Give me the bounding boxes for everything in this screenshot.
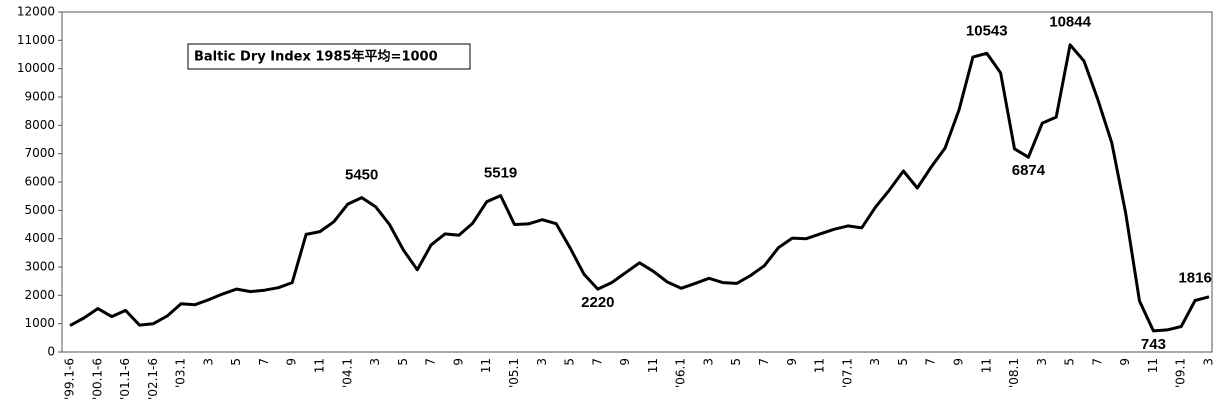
x-tick-label: 9 xyxy=(285,358,299,366)
y-tick-label: 1000 xyxy=(24,316,55,330)
x-tick-label: '00.1-6 xyxy=(90,358,104,400)
x-tick-label: 11 xyxy=(1146,358,1160,373)
y-tick-label: 10000 xyxy=(17,61,55,75)
x-tick-label: 3 xyxy=(1035,358,1049,366)
x-tick-label: 9 xyxy=(785,358,799,366)
x-tick-label: '04.1 xyxy=(340,358,354,388)
y-tick-label: 9000 xyxy=(24,90,55,104)
y-tick-label: 0 xyxy=(47,345,55,359)
x-tick-label: 3 xyxy=(701,358,715,366)
x-tick-label: 11 xyxy=(979,358,993,373)
data-label: 5450 xyxy=(345,167,378,184)
x-tick-label: 3 xyxy=(1202,358,1216,366)
x-tick-label: 9 xyxy=(1118,358,1132,366)
y-tick-label: 8000 xyxy=(24,118,55,132)
data-label: 2220 xyxy=(581,294,614,311)
x-tick-label: '01.1-6 xyxy=(118,358,132,400)
y-tick-label: 6000 xyxy=(24,175,55,189)
chart-title: Baltic Dry Index 1985年平均=1000 xyxy=(194,49,438,65)
x-tick-label: 3 xyxy=(201,358,215,366)
x-tick-label: 5 xyxy=(396,358,410,366)
data-label: 10844 xyxy=(1049,14,1091,31)
x-tick-label: 3 xyxy=(368,358,382,366)
x-tick-label: '99.1-6 xyxy=(63,358,77,400)
x-tick-label: '07.1 xyxy=(840,358,854,388)
x-tick-label: 7 xyxy=(257,358,271,366)
x-tick-label: '08.1 xyxy=(1007,358,1021,388)
x-tick-label: 11 xyxy=(479,358,493,373)
x-tick-label: '02.1-6 xyxy=(146,358,160,400)
x-tick-label: 7 xyxy=(590,358,604,366)
title-box xyxy=(187,43,471,70)
y-tick-label: 7000 xyxy=(24,146,55,160)
y-tick-label: 3000 xyxy=(24,260,55,274)
x-tick-label: 9 xyxy=(451,358,465,366)
x-tick-label: 7 xyxy=(424,358,438,366)
x-tick-label: '09.1 xyxy=(1174,358,1188,388)
x-tick-label: 11 xyxy=(813,358,827,373)
x-tick-label: 7 xyxy=(924,358,938,366)
x-tick-label: '06.1 xyxy=(674,358,688,388)
x-tick-label: 7 xyxy=(1090,358,1104,366)
x-tick-label: 5 xyxy=(729,358,743,366)
x-tick-label: 9 xyxy=(951,358,965,366)
x-tick-label: 5 xyxy=(896,358,910,366)
x-tick-label: 5 xyxy=(563,358,577,366)
data-label: 10543 xyxy=(966,22,1008,39)
x-tick-label: 5 xyxy=(1063,358,1077,366)
x-tick-label: '05.1 xyxy=(507,358,521,388)
x-tick-label: 5 xyxy=(229,358,243,366)
x-tick-label: '03.1 xyxy=(174,358,188,388)
y-tick-label: 4000 xyxy=(24,231,55,245)
x-tick-label: 9 xyxy=(618,358,632,366)
data-label: 743 xyxy=(1141,336,1166,353)
data-label: 6874 xyxy=(1012,162,1046,179)
y-tick-label: 12000 xyxy=(17,5,55,19)
y-tick-label: 5000 xyxy=(24,203,55,217)
data-label: 1816 xyxy=(1178,270,1211,287)
y-tick-label: 11000 xyxy=(17,33,55,47)
y-tick-label: 2000 xyxy=(24,288,55,302)
x-tick-label: 7 xyxy=(757,358,771,366)
x-tick-label: 11 xyxy=(313,358,327,373)
x-tick-label: 3 xyxy=(535,358,549,366)
x-tick-label: 11 xyxy=(646,358,660,373)
x-tick-label: 3 xyxy=(868,358,882,366)
data-line xyxy=(69,43,1210,333)
data-label: 5519 xyxy=(484,165,517,182)
